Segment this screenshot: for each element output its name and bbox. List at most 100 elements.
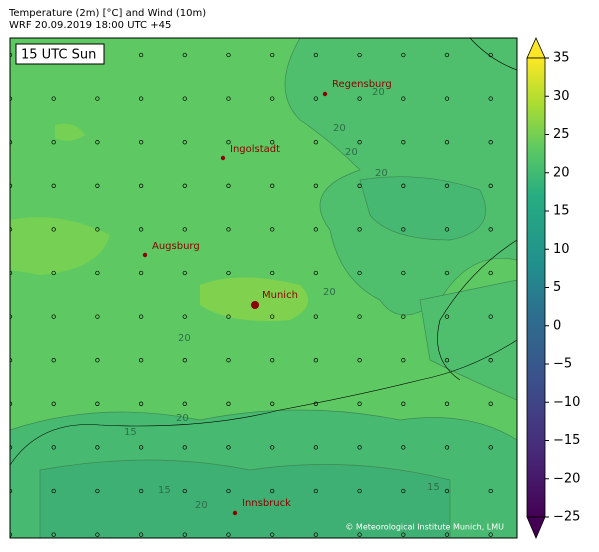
station xyxy=(488,227,493,232)
title: Temperature (2m) [°C] and Wind (10m) xyxy=(8,8,206,19)
station xyxy=(444,445,450,450)
station xyxy=(138,488,144,494)
city-label: Regensburg xyxy=(332,79,392,90)
station xyxy=(313,140,319,145)
station xyxy=(95,358,100,363)
station xyxy=(444,314,450,319)
station xyxy=(10,488,13,494)
colorbar-tick-label: 20 xyxy=(553,165,570,180)
station xyxy=(401,270,406,276)
station xyxy=(226,532,231,537)
station xyxy=(95,314,100,319)
station xyxy=(444,183,450,188)
station xyxy=(51,401,56,406)
station xyxy=(313,532,319,537)
station xyxy=(51,140,56,145)
station xyxy=(51,227,56,232)
station xyxy=(357,358,362,363)
station xyxy=(401,358,406,363)
colorbar-tick-label: −20 xyxy=(553,471,580,486)
station xyxy=(488,96,493,101)
station xyxy=(10,445,13,450)
station xyxy=(226,445,231,450)
station xyxy=(10,401,13,406)
station xyxy=(182,358,187,363)
station xyxy=(444,96,450,101)
station xyxy=(313,358,319,363)
station xyxy=(401,52,406,58)
station xyxy=(10,314,13,319)
station xyxy=(444,52,450,58)
station xyxy=(357,314,362,319)
colorbar-tick-label: −5 xyxy=(553,357,572,372)
station xyxy=(10,52,13,58)
station xyxy=(138,52,144,58)
city-label: Ingolstadt xyxy=(230,144,280,155)
station xyxy=(95,227,100,232)
city-dot xyxy=(232,510,238,516)
contour-label: 20 xyxy=(372,87,385,98)
contour-label: 20 xyxy=(375,168,388,179)
station xyxy=(444,270,450,276)
station xyxy=(488,140,493,145)
station xyxy=(313,227,319,232)
station xyxy=(226,401,231,406)
station xyxy=(357,52,362,58)
station xyxy=(357,183,362,188)
station xyxy=(138,401,144,406)
station xyxy=(95,401,100,406)
station xyxy=(182,140,187,145)
station xyxy=(401,445,406,450)
city-dot xyxy=(142,252,148,258)
station xyxy=(401,401,406,406)
station xyxy=(51,532,56,537)
station xyxy=(138,227,144,232)
contour-label: 15 xyxy=(158,485,171,496)
contour-label: 20 xyxy=(195,500,208,511)
station xyxy=(313,401,319,406)
station xyxy=(138,358,144,363)
station xyxy=(444,358,450,363)
time-box xyxy=(15,43,105,65)
station xyxy=(95,445,100,450)
station xyxy=(51,96,56,101)
colorbar-tick-label: 0 xyxy=(553,318,561,333)
colorbar-tick-label: −25 xyxy=(553,510,580,525)
credit: © Meteorological Institute Munich, LMU xyxy=(345,523,504,532)
station xyxy=(313,183,319,188)
station xyxy=(138,183,144,188)
station xyxy=(10,532,13,537)
station xyxy=(138,445,144,450)
station xyxy=(226,358,231,363)
station xyxy=(444,532,450,537)
station xyxy=(270,52,275,58)
station xyxy=(51,270,56,276)
station xyxy=(10,227,13,232)
time-label: 15 UTC Sun xyxy=(21,48,96,63)
city-label: Augsburg xyxy=(152,241,200,252)
station xyxy=(401,183,406,188)
station xyxy=(51,358,56,363)
station xyxy=(51,183,56,188)
station xyxy=(401,227,406,232)
station xyxy=(488,401,493,406)
station xyxy=(357,532,362,537)
station xyxy=(488,270,493,276)
city-label: Innsbruck xyxy=(242,498,291,509)
city-dot xyxy=(251,301,259,309)
colorbar-tick-label: 30 xyxy=(553,89,570,104)
station xyxy=(488,532,493,537)
station xyxy=(226,314,231,319)
colorbar-tick-label: 15 xyxy=(553,204,570,219)
station xyxy=(226,96,231,101)
contour-label: 15 xyxy=(124,427,137,438)
map xyxy=(10,38,517,538)
station xyxy=(488,445,493,450)
station xyxy=(182,532,187,537)
station xyxy=(270,445,275,450)
city-label: Munich xyxy=(262,290,298,301)
colorbar-tick-label: 35 xyxy=(553,51,570,66)
station xyxy=(313,314,319,319)
contour-label: 20 xyxy=(176,413,189,424)
